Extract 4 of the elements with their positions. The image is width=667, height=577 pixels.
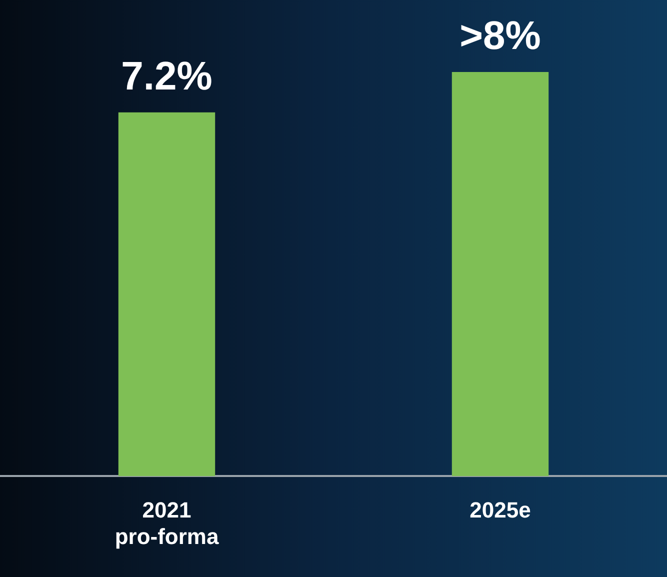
x-tick-label: 2025e [470, 497, 531, 522]
x-tick-label: 2021 pro-forma [114, 497, 220, 549]
data-label: >8% [460, 14, 541, 58]
data-label: 7.2% [121, 54, 212, 98]
